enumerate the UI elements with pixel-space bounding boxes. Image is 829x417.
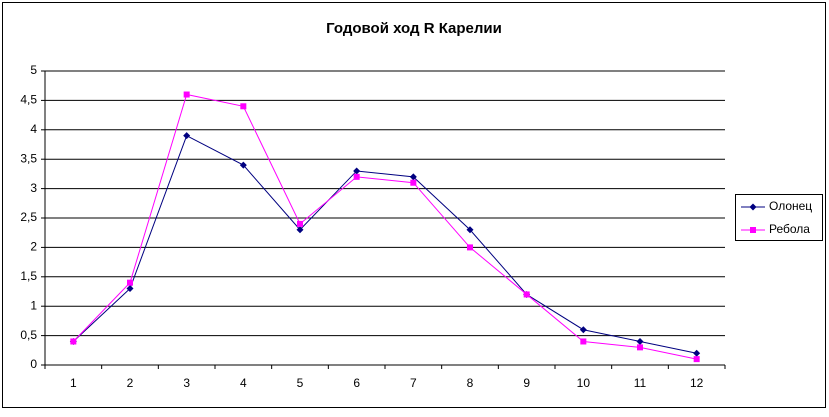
data-point: [239, 161, 247, 169]
x-tick-label: 3: [183, 376, 190, 390]
y-tick-label: 2: [30, 240, 37, 254]
data-point: [466, 226, 474, 234]
chart-title: Годовой ход R Карелии: [326, 20, 502, 37]
data-point: [637, 344, 643, 351]
data-point: [523, 291, 530, 298]
data-point: [353, 167, 361, 175]
y-tick-label: 3,5: [20, 151, 37, 165]
legend-label: Ребола: [769, 222, 810, 236]
x-tick-label: 9: [523, 376, 530, 390]
data-point: [353, 173, 360, 180]
y-tick-label: 0: [30, 357, 37, 371]
data-point: [183, 132, 191, 140]
data-point: [693, 349, 701, 357]
legend-marker: [750, 227, 756, 233]
x-tick-label: 11: [634, 376, 647, 390]
y-tick-label: 1: [30, 298, 37, 312]
data-point: [410, 179, 417, 186]
y-tick-label: 4: [30, 122, 37, 136]
data-point: [126, 285, 134, 293]
data-point: [467, 244, 473, 251]
x-tick-label: 8: [467, 376, 474, 390]
legend-label: Олонец: [769, 199, 812, 213]
data-point: [296, 226, 304, 234]
data-point: [240, 103, 247, 110]
y-tick-label: 1,5: [20, 269, 37, 283]
data-point: [636, 337, 644, 345]
data-point: [127, 279, 133, 286]
x-tick-label: 10: [577, 376, 591, 390]
data-point: [70, 338, 77, 345]
x-tick-label: 12: [690, 376, 704, 390]
x-tick-label: 1: [70, 376, 77, 390]
series-line: [72, 93, 697, 360]
y-tick-label: 3: [30, 181, 37, 195]
data-point: [579, 326, 587, 334]
data-point: [183, 91, 190, 98]
y-tick-label: 5: [30, 63, 37, 77]
x-tick-label: 7: [410, 376, 417, 390]
x-tick-label: 2: [127, 376, 134, 390]
x-tick-label: 4: [240, 376, 247, 390]
legend-marker: [749, 203, 757, 211]
chart-frame: [2, 2, 826, 408]
series-line: [72, 134, 697, 354]
data-point: [580, 338, 587, 345]
y-tick-label: 2,5: [20, 210, 37, 224]
y-tick-label: 0,5: [20, 328, 37, 342]
data-point: [409, 173, 417, 181]
y-tick-label: 4,5: [20, 93, 37, 107]
x-tick-label: 5: [297, 376, 304, 390]
x-tick-label: 6: [353, 376, 360, 390]
data-point: [693, 356, 700, 363]
data-point: [297, 220, 303, 227]
